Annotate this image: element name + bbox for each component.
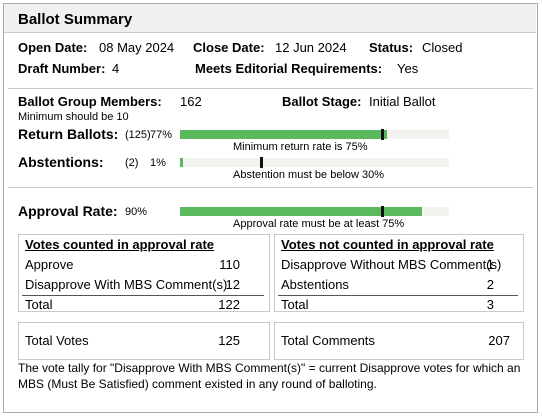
meter-track <box>180 206 449 217</box>
meter-note: Minimum return rate is 75% <box>233 141 368 153</box>
row-value: 110 <box>219 257 240 272</box>
meter-label: Approval Rate: <box>18 203 118 219</box>
total-value: 125 <box>218 333 240 348</box>
table-box <box>274 234 524 312</box>
row-label: Approve <box>25 257 74 272</box>
row-value: 3 <box>486 297 494 312</box>
panel-border <box>3 3 538 413</box>
table-title: Votes not counted in approval rate <box>281 237 494 252</box>
total-box <box>274 322 524 360</box>
label: Ballot Stage: <box>282 94 362 109</box>
total-value: 207 <box>488 333 510 348</box>
percent-label: 1% <box>150 157 166 169</box>
value: 4 <box>112 61 120 76</box>
row-label: Abstentions <box>281 277 349 292</box>
label: Open Date: <box>18 40 88 55</box>
row-value: 122 <box>218 297 240 312</box>
meter-fill <box>180 130 388 139</box>
label: Draft Number: <box>18 61 106 76</box>
meter-note: Approval rate must be at least 75% <box>233 218 405 230</box>
separator <box>8 88 533 89</box>
value: Closed <box>422 40 463 55</box>
meter-note: Abstention must be below 30% <box>233 169 385 181</box>
note: Minimum should be 10 <box>18 111 129 123</box>
row-value: 1 <box>486 257 494 272</box>
footnote: The vote tally for "Disapprove With MBS … <box>18 361 521 391</box>
row-label: Disapprove With MBS Comment(s) <box>25 277 228 292</box>
row-label: Disapprove Without MBS Comment(s) <box>281 257 502 272</box>
count-label: (2) <box>125 157 139 169</box>
value: Initial Ballot <box>369 94 436 109</box>
row-value: 12 <box>225 277 240 292</box>
table-title: Votes counted in approval rate <box>25 237 215 252</box>
title: Ballot Summary <box>18 11 133 28</box>
value: 162 <box>180 94 202 109</box>
percent-label: 77% <box>150 129 173 141</box>
separator <box>8 187 533 188</box>
value: 08 May 2024 <box>99 40 175 55</box>
table-box <box>18 234 270 312</box>
total-rule <box>22 295 264 296</box>
meter-track <box>180 157 449 168</box>
count-label: (125) <box>125 129 151 141</box>
row-label: Total <box>281 297 309 312</box>
percent-label: 90% <box>125 206 148 218</box>
label: Meets Editorial Requirements: <box>195 61 383 76</box>
threshold-marker <box>380 206 384 217</box>
value: Yes <box>397 61 419 76</box>
header-bar <box>4 4 536 33</box>
threshold-marker <box>380 129 384 140</box>
meter-fill <box>180 158 183 167</box>
value: 12 Jun 2024 <box>275 40 347 55</box>
meter-track <box>180 129 449 140</box>
total-rule <box>278 295 518 296</box>
row-label: Total <box>25 297 53 312</box>
threshold-marker <box>259 157 263 168</box>
label: Status: <box>369 40 414 55</box>
meter-label: Return Ballots: <box>18 126 119 142</box>
label: Ballot Group Members: <box>18 94 162 109</box>
total-label: Total Comments <box>281 333 375 348</box>
total-label: Total Votes <box>25 333 89 348</box>
row-value: 2 <box>486 277 494 292</box>
label: Close Date: <box>193 40 265 55</box>
meter-fill <box>180 207 423 216</box>
total-box <box>18 322 270 360</box>
meter-label: Abstentions: <box>18 154 104 170</box>
